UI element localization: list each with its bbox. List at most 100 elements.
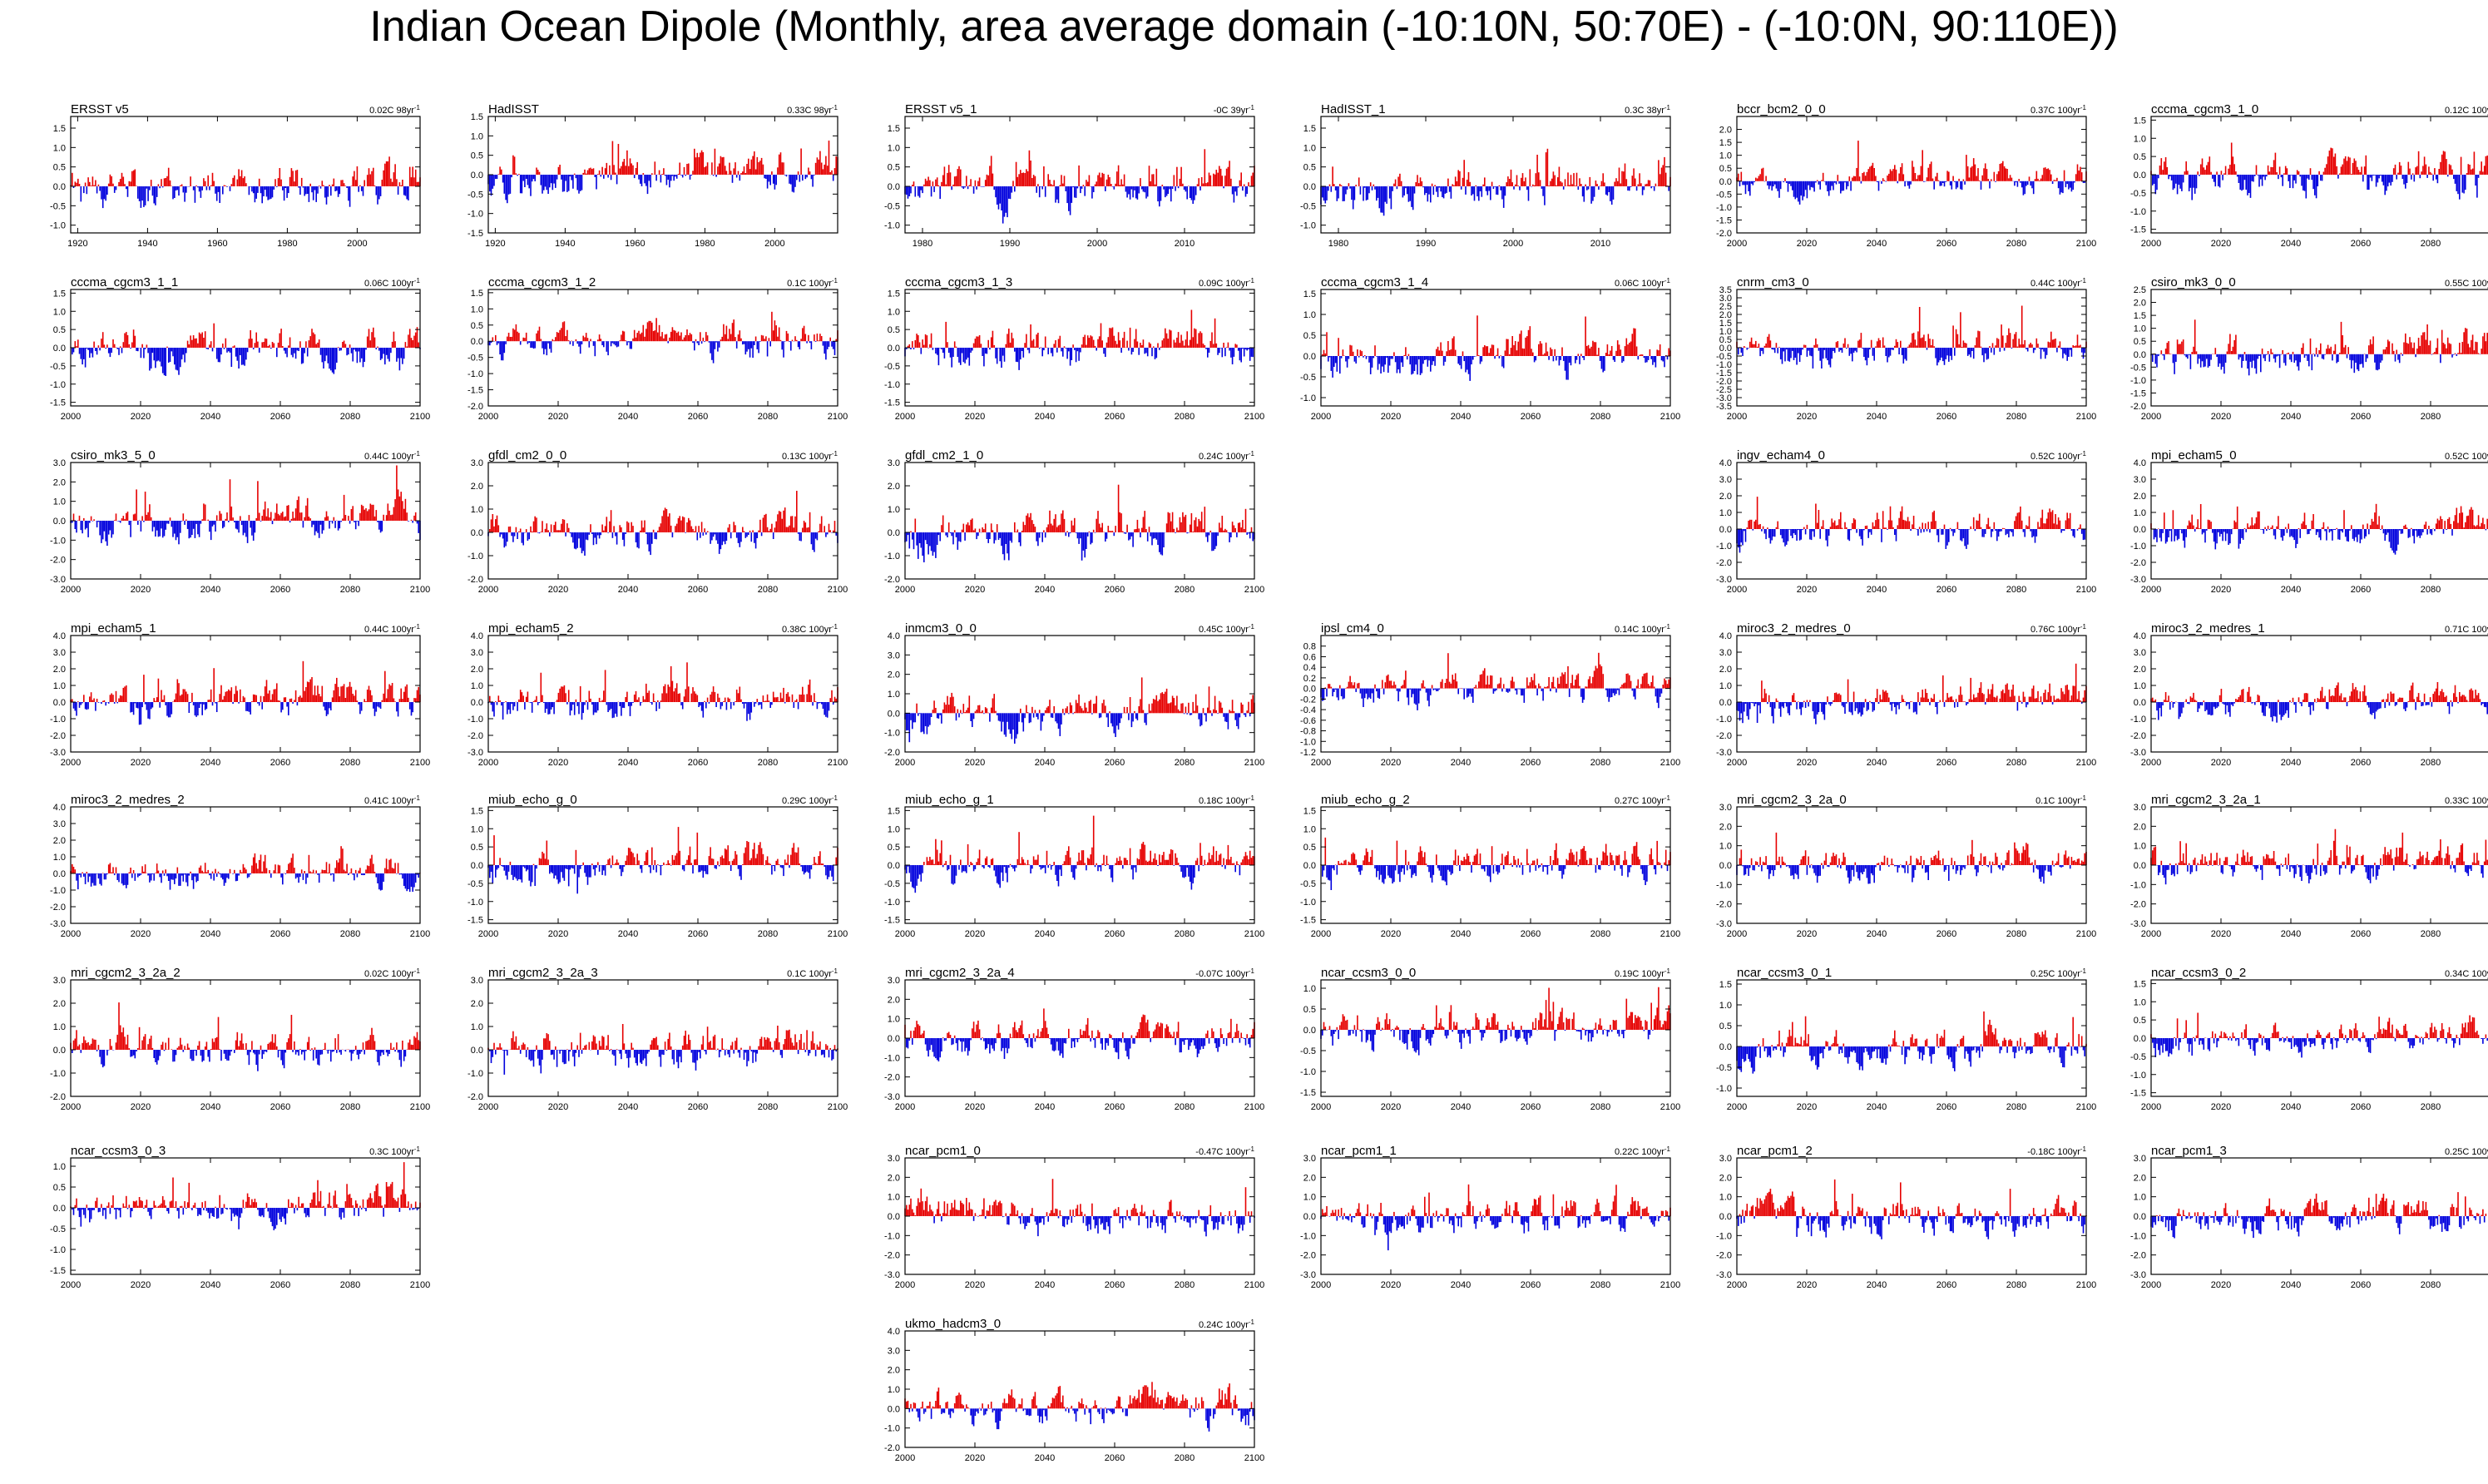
panel-trend: 0.1C 100yr-1 <box>787 277 838 289</box>
x-tick-label: 2020 <box>131 585 151 595</box>
y-tick-label: 4.0 <box>2134 458 2146 468</box>
x-tick-label: 2040 <box>618 585 638 595</box>
x-tick-label: 2100 <box>410 412 430 422</box>
plot-frame <box>487 289 838 407</box>
y-tick-label: 1.0 <box>888 307 900 317</box>
y-tick-label: -1.0 <box>884 380 900 390</box>
y-tick-label: -3.0 <box>50 575 66 585</box>
chart-panel: csiro_mk3_0_0 0.55C 100yr-1 -2.0 -1.5 -1.0 -0… <box>2118 271 2488 438</box>
panel-trend: 0.24C 100yr-1 <box>1199 450 1255 462</box>
x-tick-label: 1980 <box>913 239 932 249</box>
chart-panel: ingv_echam4_0 0.52C 100yr-1 -3.0 -2.0 -1.0 0.… <box>1704 444 2118 611</box>
x-tick-label: 2000 <box>61 585 81 595</box>
x-tick-label: 2020 <box>1381 412 1401 422</box>
y-tick-label: 1.0 <box>471 304 483 314</box>
x-tick-label: 2060 <box>2351 239 2371 249</box>
trend-superscript: -1 <box>832 450 838 458</box>
bars <box>2150 319 2488 376</box>
y-tick-label: 1.5 <box>1303 289 1316 299</box>
x-tick-label: 2060 <box>1521 412 1541 422</box>
y-tick-label: 1.5 <box>53 289 66 299</box>
y-tick-label: -2.0 <box>2130 402 2146 412</box>
x-tick-label: 2060 <box>1105 585 1125 595</box>
chart-svg: cccma_cgcm3_1_2 0.1C 100yr-1 -2.0 -1.5 -1.0 -… <box>467 275 848 422</box>
y-tick-label: 1.0 <box>2134 324 2146 334</box>
y-tick-label: 0.5 <box>471 151 483 161</box>
y-tick-label: -3.0 <box>1716 393 1732 403</box>
panel-title: cccma_cgcm3_1_0 <box>2151 102 2258 116</box>
chart-svg: cnrm_cm3_0 0.44C 100yr-1-3.5-3.0-2.5-2.0-… <box>1716 275 2096 422</box>
panel-title: csiro_mk3_5_0 <box>71 448 156 463</box>
bars <box>2150 142 2488 200</box>
trend-superscript: -1 <box>2080 450 2087 458</box>
y-tick-label: 0.0 <box>888 182 900 192</box>
chart-panel: bccr_bcm2_0_0 0.37C 100yr-1 -2.0 -1.5 -1.0 -0… <box>1704 98 2118 265</box>
y-tick-label: -2.0 <box>1716 558 1732 568</box>
y-tick-label: 1.0 <box>1303 143 1316 153</box>
panel-title: bccr_bcm2_0_0 <box>1737 102 1826 116</box>
x-tick-label: 2010 <box>1175 239 1195 249</box>
x-tick-label: 1940 <box>555 239 575 249</box>
panel-title: cccma_cgcm3_1_4 <box>1321 275 1428 289</box>
y-tick-label: 0.5 <box>471 321 483 331</box>
x-tick-label: 2080 <box>2421 412 2441 422</box>
x-tick-label: 1990 <box>1416 239 1436 249</box>
y-tick-label: -2.0 <box>1716 377 1732 387</box>
y-tick-label: 0.5 <box>1719 335 1732 345</box>
chart-panel: cccma_cgcm3_1_2 0.1C 100yr-1 -2.0 -1.5 -1.0 -… <box>455 271 869 438</box>
trend-superscript: -1 <box>2080 277 2087 284</box>
y-tick-label: 3.0 <box>1719 294 1732 304</box>
y-tick-label: 2.0 <box>1719 126 1732 136</box>
panel-trend: 0.44C 100yr-1 <box>364 450 421 462</box>
y-tick-label: -0.5 <box>2130 189 2146 199</box>
panel-trend: 0.37C 100yr-1 <box>2030 104 2087 116</box>
y-tick-label: -2.0 <box>1716 229 1732 239</box>
x-tick-label: 2100 <box>828 585 848 595</box>
plot-frame <box>487 462 838 580</box>
panel-title: HadISST_1 <box>1321 102 1386 116</box>
x-tick-label: 1980 <box>695 239 715 249</box>
x-tick-label: 2060 <box>2351 585 2371 595</box>
x-tick-label: 2040 <box>2281 239 2301 249</box>
y-tick-label: -1.0 <box>884 552 900 561</box>
panel-title: ERSST v5_1 <box>905 102 977 116</box>
plot-frame <box>2150 462 2488 580</box>
x-tick-label: 2000 <box>1311 412 1331 422</box>
y-tick-label: -0.5 <box>467 190 483 200</box>
y-tick-label: -1.0 <box>1300 221 1316 231</box>
panel-title: HadISST <box>488 102 539 116</box>
y-tick-label: -0.5 <box>2130 363 2146 373</box>
y-tick-label: 0.0 <box>2134 525 2146 535</box>
x-tick-label: 2000 <box>764 239 784 249</box>
x-tick-label: 2080 <box>2421 585 2441 595</box>
y-tick-label: 2.0 <box>1719 492 1732 502</box>
y-tick-label: -3.5 <box>1716 402 1732 412</box>
bars <box>904 149 1255 224</box>
bars <box>487 141 838 204</box>
bars <box>1320 315 1671 381</box>
y-tick-label: -1.5 <box>1716 369 1732 378</box>
y-tick-label: -2.0 <box>467 402 483 412</box>
y-tick-label: -1.0 <box>884 221 900 231</box>
y-tick-label: 0.5 <box>53 163 66 173</box>
x-tick-label: 2020 <box>1797 239 1817 249</box>
y-tick-label: -1.5 <box>1716 215 1732 225</box>
x-tick-label: 1960 <box>625 239 645 249</box>
x-tick-label: 2000 <box>1503 239 1523 249</box>
chart-panel: csiro_mk3_5_0 0.44C 100yr-1 -3.0 -2.0 -1.0 0.… <box>37 444 452 611</box>
y-tick-label: 0.0 <box>53 182 66 192</box>
y-tick-label: -1.0 <box>1300 393 1316 403</box>
y-tick-label: 1.5 <box>1719 319 1732 329</box>
chart-panel: HadISST 0.33C 98yr-1 -1.5 -1.0 -0.5 0.0 0.5 1.0… <box>455 98 869 265</box>
bars <box>2150 503 2488 555</box>
y-tick-label: 1.0 <box>53 143 66 153</box>
bars <box>1736 497 2086 553</box>
y-tick-label: 0.0 <box>1719 525 1732 535</box>
x-tick-label: 2060 <box>1105 412 1125 422</box>
y-tick-label: -1.5 <box>2130 388 2146 398</box>
y-tick-label: 2.0 <box>1719 310 1732 320</box>
chart-panel: ERSST v5_1 -0C 39yr-1 -1.0 -0.5 0.0 0.5 1.0 1.5… <box>872 98 1286 265</box>
x-tick-label: 2020 <box>2211 585 2231 595</box>
chart-svg: HadISST_1 0.3C 38yr-1 -1.0 -0.5 0.0 0.5 1.0 1.5… <box>1300 102 1671 249</box>
x-tick-label: 2100 <box>1244 412 1264 422</box>
